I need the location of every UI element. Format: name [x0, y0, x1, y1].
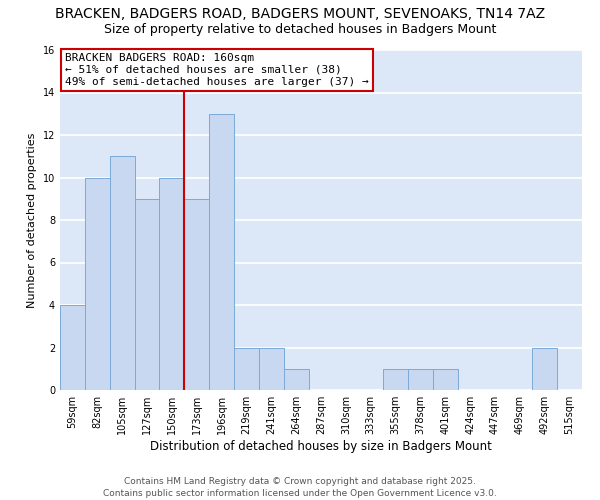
X-axis label: Distribution of detached houses by size in Badgers Mount: Distribution of detached houses by size …: [150, 440, 492, 453]
Text: Contains HM Land Registry data © Crown copyright and database right 2025.
Contai: Contains HM Land Registry data © Crown c…: [103, 476, 497, 498]
Bar: [110, 156, 134, 390]
Bar: [134, 198, 160, 390]
Bar: [184, 198, 209, 390]
Y-axis label: Number of detached properties: Number of detached properties: [27, 132, 37, 308]
Bar: [209, 114, 234, 390]
Bar: [259, 348, 284, 390]
Bar: [433, 369, 458, 390]
Bar: [234, 348, 259, 390]
Bar: [60, 305, 85, 390]
Text: BRACKEN, BADGERS ROAD, BADGERS MOUNT, SEVENOAKS, TN14 7AZ: BRACKEN, BADGERS ROAD, BADGERS MOUNT, SE…: [55, 8, 545, 22]
Bar: [532, 348, 557, 390]
Bar: [85, 178, 110, 390]
Text: Size of property relative to detached houses in Badgers Mount: Size of property relative to detached ho…: [104, 22, 496, 36]
Bar: [408, 369, 433, 390]
Bar: [160, 178, 184, 390]
Text: BRACKEN BADGERS ROAD: 160sqm
← 51% of detached houses are smaller (38)
49% of se: BRACKEN BADGERS ROAD: 160sqm ← 51% of de…: [65, 54, 369, 86]
Bar: [284, 369, 308, 390]
Bar: [383, 369, 408, 390]
